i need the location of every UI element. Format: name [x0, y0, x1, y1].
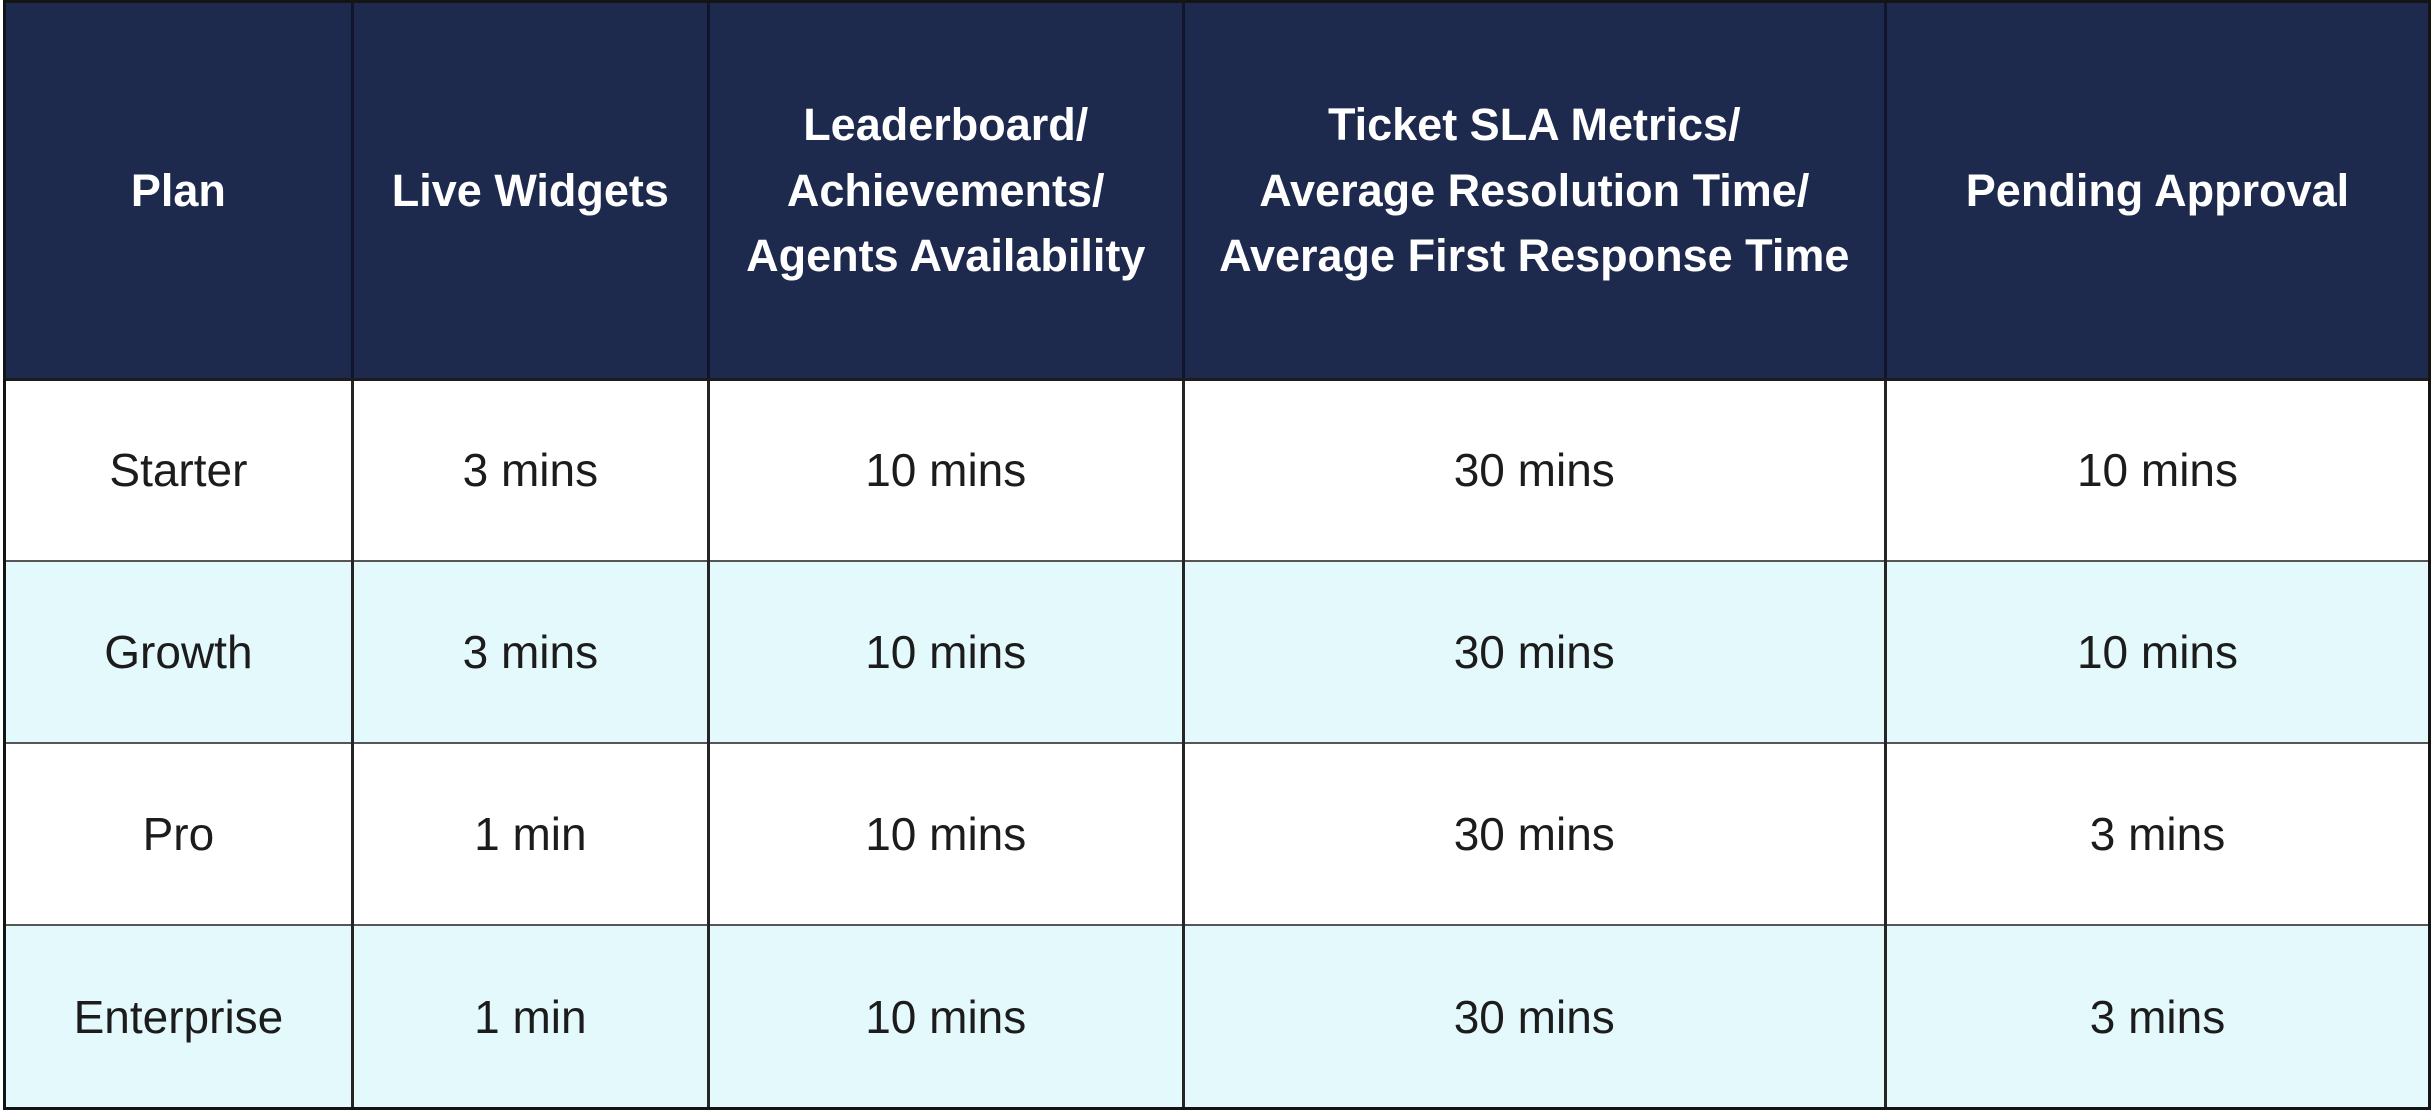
pending-approval-cell: 10 mins: [1883, 560, 2428, 744]
ticket-sla-cell: 30 mins: [1181, 924, 1887, 1107]
pending-approval-cell: 3 mins: [1883, 924, 2428, 1107]
table-row-growth: Growth 3 mins 10 mins 30 mins 10 mins: [6, 560, 2428, 744]
plan-name-cell: Starter: [6, 378, 354, 562]
table-row-starter: Starter 3 mins 10 mins 30 mins 10 mins: [6, 378, 2428, 562]
column-header-plan: Plan: [6, 3, 354, 381]
live-widgets-cell: 3 mins: [350, 560, 710, 744]
column-header-leaderboard-achievements-agents-availability: Leaderboard/ Achievements/ Agents Availa…: [706, 3, 1185, 381]
column-header-pending-approval: Pending Approval: [1883, 3, 2428, 381]
column-header-live-widgets: Live Widgets: [350, 3, 710, 381]
ticket-sla-cell: 30 mins: [1181, 378, 1887, 562]
plan-name-cell: Enterprise: [6, 924, 354, 1107]
plans-table: Plan Live Widgets Leaderboard/ Achieveme…: [6, 3, 2428, 1107]
live-widgets-cell: 1 min: [350, 742, 710, 926]
plan-name-cell: Pro: [6, 742, 354, 926]
plan-name-cell: Growth: [6, 560, 354, 744]
column-header-ticket-sla-metrics: Ticket SLA Metrics/ Average Resolution T…: [1181, 3, 1887, 381]
ticket-sla-cell: 30 mins: [1181, 742, 1887, 926]
table-row-pro: Pro 1 min 10 mins 30 mins 3 mins: [6, 742, 2428, 926]
leaderboard-cell: 10 mins: [706, 560, 1185, 744]
pending-approval-cell: 10 mins: [1883, 378, 2428, 562]
pending-approval-cell: 3 mins: [1883, 742, 2428, 926]
leaderboard-cell: 10 mins: [706, 378, 1185, 562]
leaderboard-cell: 10 mins: [706, 924, 1185, 1107]
live-widgets-cell: 1 min: [350, 924, 710, 1107]
plan-refresh-intervals-table: Plan Live Widgets Leaderboard/ Achieveme…: [3, 0, 2431, 1110]
ticket-sla-cell: 30 mins: [1181, 560, 1887, 744]
header-row: Plan Live Widgets Leaderboard/ Achieveme…: [6, 3, 2428, 381]
live-widgets-cell: 3 mins: [350, 378, 710, 562]
leaderboard-cell: 10 mins: [706, 742, 1185, 926]
table-row-enterprise: Enterprise 1 min 10 mins 30 mins 3 mins: [6, 924, 2428, 1107]
